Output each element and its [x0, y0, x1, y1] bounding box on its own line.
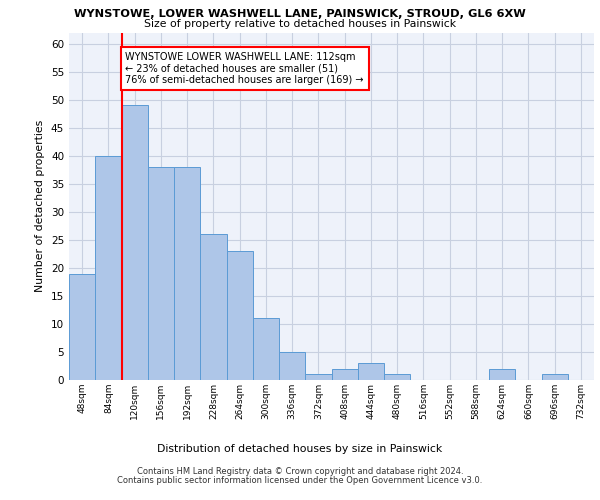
Text: Contains HM Land Registry data © Crown copyright and database right 2024.: Contains HM Land Registry data © Crown c…	[137, 467, 463, 476]
Bar	[279, 352, 305, 380]
Bar	[542, 374, 568, 380]
Bar	[358, 363, 384, 380]
Text: Size of property relative to detached houses in Painswick: Size of property relative to detached ho…	[144, 19, 456, 29]
Bar	[95, 156, 121, 380]
Bar	[253, 318, 279, 380]
Y-axis label: Number of detached properties: Number of detached properties	[35, 120, 46, 292]
Bar	[227, 251, 253, 380]
Bar	[331, 369, 358, 380]
Bar	[148, 167, 174, 380]
Bar	[305, 374, 331, 380]
Bar	[384, 374, 410, 380]
Bar	[200, 234, 227, 380]
Text: Distribution of detached houses by size in Painswick: Distribution of detached houses by size …	[157, 444, 443, 454]
Text: Contains public sector information licensed under the Open Government Licence v3: Contains public sector information licen…	[118, 476, 482, 485]
Text: WYNSTOWE, LOWER WASHWELL LANE, PAINSWICK, STROUD, GL6 6XW: WYNSTOWE, LOWER WASHWELL LANE, PAINSWICK…	[74, 9, 526, 19]
Bar	[174, 167, 200, 380]
Bar	[489, 369, 515, 380]
Bar	[121, 106, 148, 380]
Text: WYNSTOWE LOWER WASHWELL LANE: 112sqm
← 23% of detached houses are smaller (51)
7: WYNSTOWE LOWER WASHWELL LANE: 112sqm ← 2…	[125, 52, 364, 86]
Bar	[69, 274, 95, 380]
